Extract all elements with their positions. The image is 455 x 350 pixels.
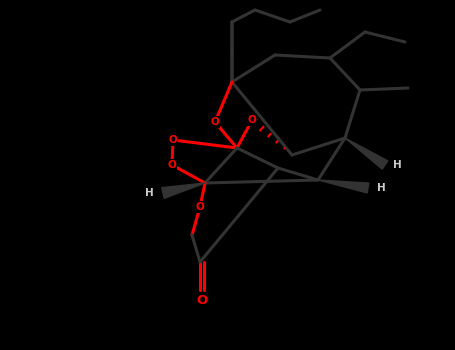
Text: O: O bbox=[248, 115, 256, 125]
Text: O: O bbox=[169, 135, 177, 145]
Polygon shape bbox=[345, 138, 388, 169]
Text: O: O bbox=[197, 294, 207, 307]
Text: O: O bbox=[167, 160, 177, 170]
Text: H: H bbox=[377, 183, 386, 193]
Polygon shape bbox=[318, 180, 369, 193]
Text: H: H bbox=[145, 188, 154, 198]
Text: O: O bbox=[196, 202, 204, 212]
Text: O: O bbox=[211, 117, 219, 127]
Text: H: H bbox=[393, 160, 402, 170]
Polygon shape bbox=[162, 183, 205, 198]
